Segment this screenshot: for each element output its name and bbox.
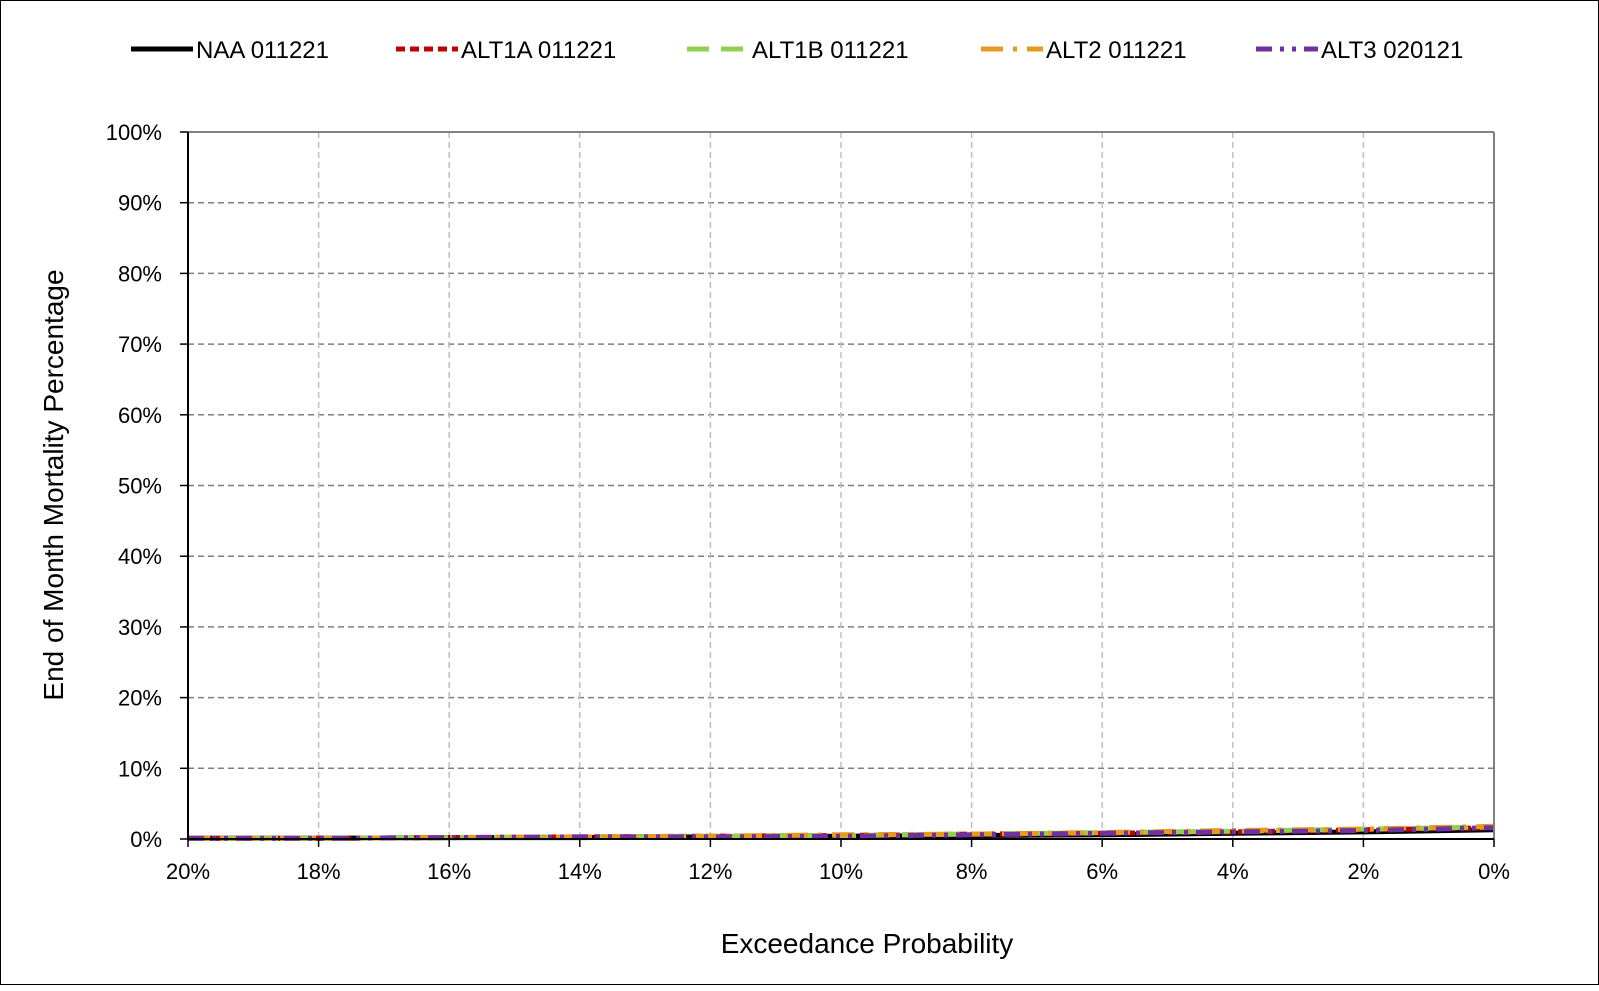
x-tick-label: 6% bbox=[1086, 859, 1118, 884]
x-tick-label: 16% bbox=[427, 859, 471, 884]
legend-label: ALT1B 011221 bbox=[752, 37, 909, 64]
y-tick-label: 50% bbox=[118, 474, 162, 499]
x-tick-label: 14% bbox=[558, 859, 602, 884]
axes bbox=[180, 131, 1495, 847]
x-tick-label: 0% bbox=[1478, 859, 1510, 884]
y-tick-label: 30% bbox=[118, 615, 162, 640]
x-tick-label: 20% bbox=[166, 859, 210, 884]
x-tick-label: 18% bbox=[297, 859, 341, 884]
tick-labels: 0% 10% 20% 30% 40% 50% 60% 70% 80% 90% 100% 20% 18% 1… bbox=[106, 120, 1510, 884]
y-tick-label: 70% bbox=[118, 332, 162, 357]
y-tick-label: 80% bbox=[118, 261, 162, 286]
legend-item: ALT2 011221 bbox=[981, 37, 1187, 64]
legend-label: ALT1A 011221 bbox=[461, 37, 616, 64]
y-tick-label: 10% bbox=[118, 756, 162, 781]
x-axis-title: Exceedance Probability bbox=[721, 928, 1014, 959]
y-axis-title: End of Month Mortality Percentage bbox=[38, 269, 69, 700]
x-tick-label: 4% bbox=[1217, 859, 1249, 884]
y-tick-label: 100% bbox=[106, 120, 162, 145]
x-tick-label: 12% bbox=[688, 859, 732, 884]
legend-item: ALT1B 011221 bbox=[687, 37, 909, 64]
x-tick-label: 8% bbox=[956, 859, 988, 884]
y-tick-label: 90% bbox=[118, 191, 162, 216]
legend-label: ALT2 011221 bbox=[1046, 37, 1187, 64]
series-line-5 bbox=[188, 825, 1495, 841]
y-tick-label: 40% bbox=[118, 544, 162, 569]
x-tick-label: 10% bbox=[819, 859, 863, 884]
y-tick-label: 20% bbox=[118, 686, 162, 711]
y-tick-label: 0% bbox=[130, 827, 162, 852]
legend-label: ALT3 020121 bbox=[1321, 37, 1463, 64]
legend-label: NAA 011221 bbox=[196, 37, 329, 64]
y-tick-label: 60% bbox=[118, 403, 162, 428]
legend-item: ALT1A 011221 bbox=[396, 37, 616, 64]
legend: NAA 011221 ALT1A 011221 ALT1B 011221 ALT2 0… bbox=[131, 37, 1463, 64]
legend-item: NAA 011221 bbox=[131, 37, 329, 64]
series-layer bbox=[188, 823, 1495, 841]
legend-item: ALT3 020121 bbox=[1256, 37, 1463, 64]
grid-lines bbox=[188, 132, 1494, 839]
x-tick-label: 2% bbox=[1348, 859, 1380, 884]
